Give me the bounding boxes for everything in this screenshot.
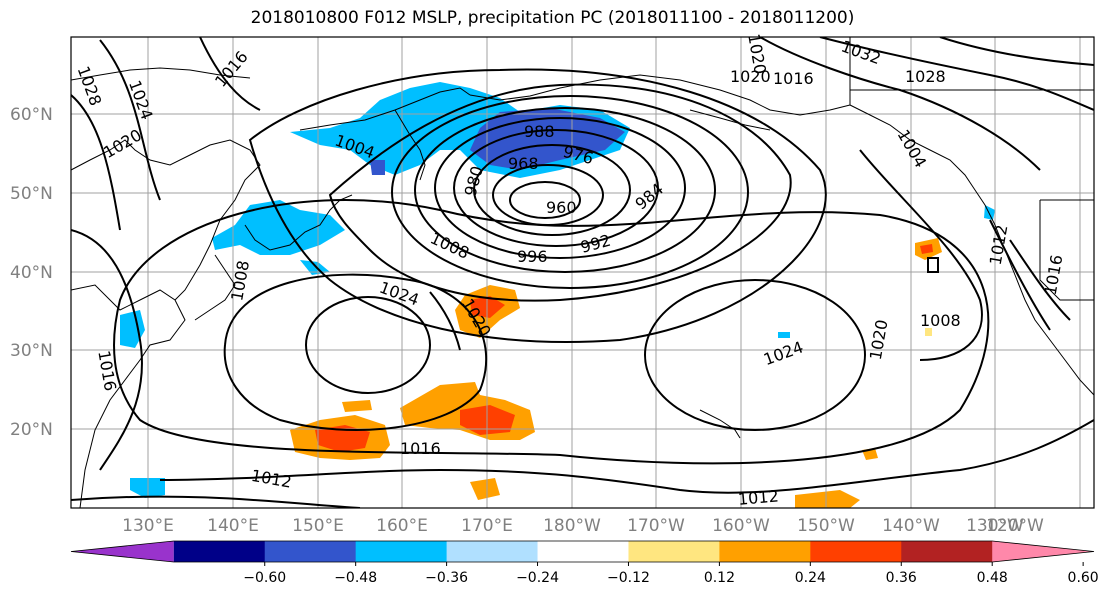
colorbar-tick-label: −0.48 xyxy=(334,570,377,586)
colorbar-tick-label: 0.24 xyxy=(795,570,826,586)
contour-label: 1028 xyxy=(905,67,946,86)
lon-tick-label: 180°W xyxy=(543,516,601,536)
lat-tick-label: 60°N xyxy=(10,105,53,125)
colorbar-segment xyxy=(355,541,448,562)
lon-tick-label: 150°W xyxy=(797,516,855,536)
contour-label: 1020 xyxy=(730,67,771,86)
longitude-labels: 130°E 140°E 150°E 160°E 170°E 180°W 170°… xyxy=(122,516,1044,536)
contour-label: 988 xyxy=(524,122,555,141)
colorbar-segment xyxy=(173,541,266,562)
lon-tick-label: 160°W xyxy=(712,516,770,536)
map-frame xyxy=(70,36,1095,509)
lon-tick-label: 140°E xyxy=(207,516,259,536)
colorbar-segment xyxy=(537,541,629,562)
colorbar-tick-label: −0.12 xyxy=(607,570,650,586)
colorbar-tick-label: 0.48 xyxy=(977,570,1008,586)
contour-label: 1016 xyxy=(400,439,441,458)
lat-tick-label: 50°N xyxy=(10,184,53,204)
colorbar-segment xyxy=(810,541,902,562)
lon-tick-label: 130°E xyxy=(122,516,174,536)
latitude-labels: 60°N 50°N 40°N 30°N 20°N xyxy=(10,105,53,440)
colorbar-tick-label: −0.60 xyxy=(243,570,286,586)
lat-tick-label: 30°N xyxy=(10,341,53,361)
colorbar-tick-label: 0.60 xyxy=(1068,570,1099,586)
lon-tick-label: 140°W xyxy=(882,516,940,536)
isobars xyxy=(71,37,1094,508)
lon-tick-label: 130°W xyxy=(966,516,1024,536)
contour-label: 968 xyxy=(508,154,539,173)
contour-label: 1016 xyxy=(773,69,814,88)
colorbar-tick-label: −0.36 xyxy=(425,570,468,586)
coastlines xyxy=(71,37,1094,508)
colorbar-segment xyxy=(628,541,720,562)
colorbar-segment xyxy=(264,541,357,562)
colorbar-segment xyxy=(719,541,811,562)
contour-label: 1012 xyxy=(737,486,779,508)
contour-label: 960 xyxy=(546,198,577,217)
colorbar-segment xyxy=(901,541,993,562)
lat-tick-label: 20°N xyxy=(10,420,53,440)
colorbar-extend-low xyxy=(71,541,174,562)
map-title: 2018010800 F012 MSLP, precipitation PC (… xyxy=(250,8,855,28)
lon-tick-label: 150°E xyxy=(292,516,344,536)
lat-tick-label: 40°N xyxy=(10,263,53,283)
colorbar-tick-label: −0.24 xyxy=(516,570,559,586)
colorbar-tick-label: 0.12 xyxy=(704,570,735,586)
colorbar: −0.60 −0.48 −0.36 −0.24 −0.12 0.12 0.24 0.36 0.4… xyxy=(70,540,1099,586)
graticule xyxy=(71,37,1094,508)
lon-tick-label: 160°E xyxy=(376,516,428,536)
colorbar-outline xyxy=(70,540,1095,563)
colorbar-segment xyxy=(446,541,539,562)
contour-label: 996 xyxy=(517,247,548,266)
lon-tick-label: 170°E xyxy=(461,516,513,536)
contour-label: 1008 xyxy=(920,311,961,330)
lon-tick-label: 170°W xyxy=(627,516,685,536)
lon-tick-label: 120°W xyxy=(986,516,1044,536)
colorbar-extend-high xyxy=(992,541,1094,562)
colorbar-tick-label: 0.36 xyxy=(886,570,917,586)
